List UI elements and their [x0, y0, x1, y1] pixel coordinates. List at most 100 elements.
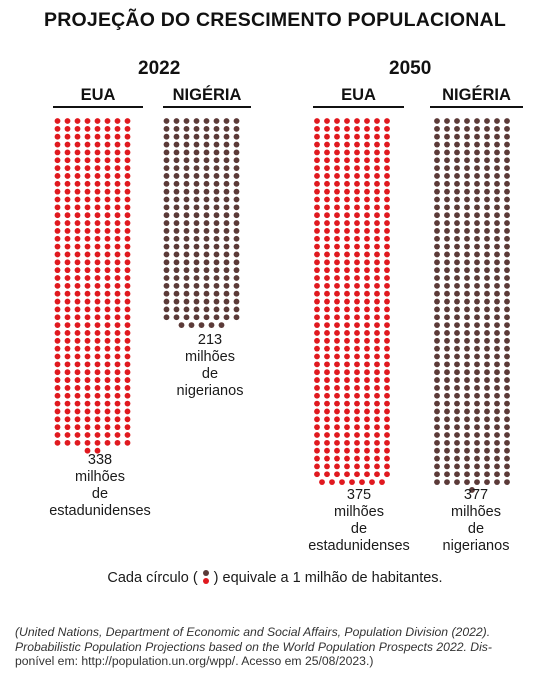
population-dot: [494, 149, 500, 156]
population-dot: [364, 173, 370, 179]
population-dot: [434, 125, 440, 132]
population-dot: [464, 400, 470, 407]
population-dot: [354, 275, 360, 281]
population-dot: [104, 204, 111, 211]
population-dot: [114, 180, 121, 187]
population-dot: [464, 267, 470, 274]
population-dot: [213, 196, 220, 203]
population-dot: [474, 345, 480, 352]
population-dot: [163, 196, 170, 203]
population-dot: [314, 463, 320, 470]
population-dot: [314, 392, 320, 399]
population-dot: [434, 267, 440, 274]
population-dot: [364, 439, 370, 446]
population-dot: [504, 353, 510, 360]
population-dot: [54, 392, 61, 399]
population-dot: [344, 432, 350, 438]
population-dot: [484, 125, 490, 132]
population-dot: [163, 228, 170, 234]
population-dot: [434, 353, 440, 360]
population-dot: [344, 455, 350, 462]
population-dot: [504, 455, 510, 462]
population-dot: [494, 141, 500, 148]
population-dot: [314, 173, 320, 179]
population-dot: [484, 424, 490, 431]
population-dot: [344, 306, 350, 313]
population-dot: [124, 180, 131, 187]
population-dot: [454, 180, 460, 187]
population-dot: [233, 212, 240, 219]
population-dot: [344, 447, 350, 454]
population-dot: [173, 220, 180, 226]
population-dot: [324, 330, 330, 336]
population-dot: [474, 369, 480, 376]
population-dot: [374, 196, 380, 203]
population-dot: [484, 243, 490, 250]
population-dot: [104, 353, 111, 360]
population-dot: [124, 408, 131, 415]
population-dot: [444, 282, 450, 289]
population-dot: [84, 306, 91, 313]
population-dot: [223, 235, 230, 242]
population-dot: [74, 322, 81, 328]
population-dot: [84, 345, 91, 352]
population-dot: [504, 314, 510, 321]
population-dot: [354, 369, 360, 376]
population-dot: [384, 455, 390, 462]
population-dot: [74, 400, 81, 407]
population-dot: [94, 243, 101, 250]
population-dot: [163, 165, 170, 172]
population-dot: [344, 235, 350, 242]
population-dot: [444, 408, 450, 415]
population-dot: [484, 173, 490, 179]
population-dot: [444, 416, 450, 423]
population-dot: [464, 353, 470, 360]
population-dot: [374, 141, 380, 148]
population-dot: [178, 322, 185, 328]
population-dot: [354, 322, 360, 328]
population-dot: [339, 479, 345, 485]
population-dot: [364, 251, 370, 258]
population-dot: [444, 243, 450, 250]
population-dot: [64, 306, 71, 313]
population-dot: [364, 298, 370, 305]
population-dot: [484, 353, 490, 360]
population-dot: [374, 392, 380, 399]
population-dot: [494, 463, 500, 470]
population-dot: [193, 251, 200, 258]
population-dot: [163, 133, 170, 140]
population-dot: [384, 235, 390, 242]
population-dot: [504, 173, 510, 179]
population-dot: [374, 157, 380, 164]
population-dot: [444, 165, 450, 172]
population-dot: [334, 259, 340, 266]
population-dot: [54, 220, 61, 226]
population-dot: [223, 259, 230, 266]
population-dot: [344, 337, 350, 344]
population-dot: [173, 125, 180, 132]
population-dot: [233, 314, 240, 321]
population-dot: [324, 439, 330, 446]
population-dot: [364, 345, 370, 352]
population-dot: [94, 361, 101, 368]
population-dot: [354, 259, 360, 266]
population-dot: [124, 259, 131, 266]
population-dot: [349, 479, 355, 485]
population-dot: [193, 306, 200, 313]
population-dot: [94, 298, 101, 305]
population-dot: [504, 479, 510, 485]
population-dot: [314, 337, 320, 344]
population-dot: [54, 345, 61, 352]
population-dot: [504, 196, 510, 203]
population-dot: [384, 369, 390, 376]
population-dot: [94, 290, 101, 297]
population-dot: [484, 330, 490, 336]
population-dot: [324, 173, 330, 179]
population-dot: [494, 275, 500, 281]
population-dot: [364, 416, 370, 423]
population-dot: [324, 133, 330, 140]
population-dot: [74, 345, 81, 352]
population-dot: [114, 259, 121, 266]
population-dot: [434, 337, 440, 344]
population-dot: [334, 455, 340, 462]
